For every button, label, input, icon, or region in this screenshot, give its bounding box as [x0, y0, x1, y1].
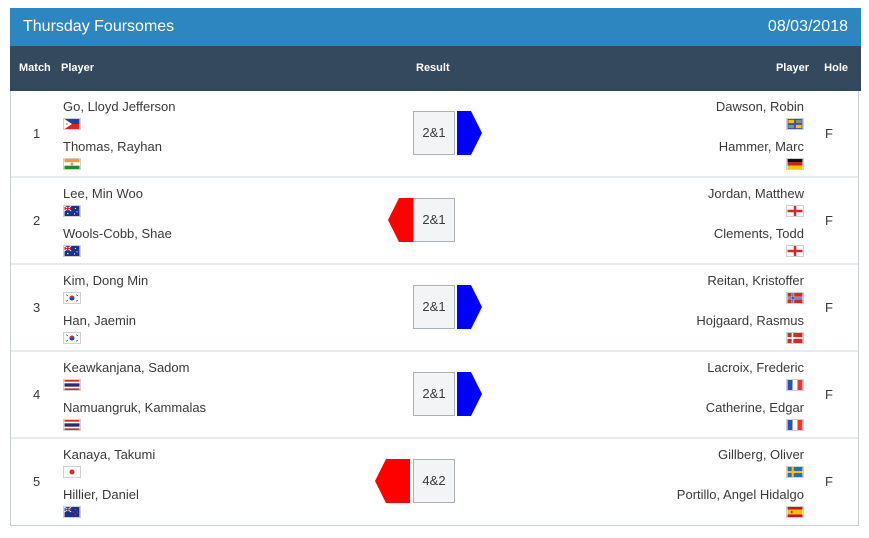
right-player-2-name[interactable]: Catherine, Edgar — [705, 400, 804, 415]
left-player-2-name[interactable]: Wools-Cobb, Shae — [63, 226, 172, 241]
match-result: 2&1 — [413, 372, 455, 416]
india-flag-icon — [63, 158, 81, 170]
hole-status: F — [825, 126, 833, 141]
right-win-arrow-icon — [457, 372, 482, 416]
new-zealand-flag-icon — [63, 506, 81, 518]
right-player-1-name[interactable]: Gillberg, Oliver — [718, 447, 804, 462]
thailand-flag-icon — [63, 419, 81, 431]
france-flag-icon — [786, 419, 804, 431]
norway-flag-icon — [786, 292, 804, 304]
match-row-2[interactable]: 2 Lee, Min Woo Wools-Cobb, Shae 2&1 Jord… — [11, 178, 858, 265]
right-player-2-name[interactable]: Hammer, Marc — [718, 139, 804, 154]
hole-status: F — [825, 387, 833, 402]
hole-status: F — [825, 474, 833, 489]
australia-flag-icon — [63, 205, 81, 217]
england-flag-icon — [786, 205, 804, 217]
philippines-flag-icon — [63, 118, 81, 130]
south-korea-flag-icon — [63, 332, 81, 344]
column-header-result: Result — [416, 62, 450, 74]
japan-flag-icon — [63, 466, 81, 478]
left-player-1-name[interactable]: Go, Lloyd Jefferson — [63, 99, 176, 114]
session-date: 08/03/2018 — [767, 18, 848, 35]
right-player-1-name[interactable]: Jordan, Matthew — [707, 186, 804, 201]
right-player-2-name[interactable]: Hojgaard, Rasmus — [696, 313, 804, 328]
left-win-arrow-icon — [388, 198, 413, 242]
left-player-1-name[interactable]: Kanaya, Takumi — [63, 447, 156, 462]
left-player-1-name[interactable]: Keawkanjana, Sadom — [63, 360, 190, 375]
match-row-1[interactable]: 1 Go, Lloyd Jefferson Thomas, Rayhan 2&1… — [11, 91, 858, 178]
right-player-2-name[interactable]: Clements, Todd — [713, 226, 804, 241]
match-result: 2&1 — [413, 198, 455, 242]
left-player-1-name[interactable]: Kim, Dong Min — [63, 273, 149, 288]
france-flag-icon — [786, 379, 804, 391]
germany-flag-icon — [786, 158, 804, 170]
left-player-2-name[interactable]: Han, Jaemin — [63, 313, 136, 328]
right-win-arrow-icon — [457, 111, 482, 155]
europe-flag-icon — [786, 118, 804, 130]
match-results-board: Thursday Foursomes 08/03/2018 Match Play… — [10, 8, 861, 526]
match-number: 4 — [33, 387, 41, 402]
match-result: 2&1 — [413, 111, 455, 155]
south-korea-flag-icon — [63, 292, 81, 304]
left-player-2-name[interactable]: Hillier, Daniel — [63, 487, 139, 502]
hole-status: F — [825, 213, 833, 228]
right-win-arrow-icon — [457, 285, 482, 329]
thailand-flag-icon — [63, 379, 81, 391]
column-header-player-left: Player — [61, 62, 95, 74]
column-header-player-right: Player — [775, 62, 809, 74]
match-number: 5 — [33, 474, 41, 489]
spain-flag-icon — [786, 506, 804, 518]
match-row-4[interactable]: 4 Keawkanjana, Sadom Namuangruk, Kammala… — [11, 352, 858, 439]
left-player-1-name[interactable]: Lee, Min Woo — [63, 186, 143, 201]
left-player-2-name[interactable]: Thomas, Rayhan — [63, 139, 162, 154]
column-header-match: Match — [19, 62, 51, 74]
left-win-arrow-icon — [375, 459, 410, 503]
right-player-2-name[interactable]: Portillo, Angel Hidalgo — [676, 487, 804, 502]
match-row-3[interactable]: 3 Kim, Dong Min Han, Jaemin 2&1 Reitan, … — [11, 265, 858, 352]
match-number: 2 — [33, 213, 41, 228]
column-header-row: Match Player Result Player Hole — [10, 46, 861, 91]
left-player-2-name[interactable]: Namuangruk, Kammalas — [63, 400, 207, 415]
match-row-5[interactable]: 5 Kanaya, Takumi Hillier, Daniel 4&2 Gil… — [11, 439, 858, 526]
hole-status: F — [825, 300, 833, 315]
session-title: Thursday Foursomes — [23, 18, 175, 35]
match-number: 1 — [33, 126, 41, 141]
denmark-flag-icon — [786, 332, 804, 344]
column-header-hole: Hole — [824, 62, 848, 74]
right-player-1-name[interactable]: Reitan, Kristoffer — [707, 273, 804, 288]
title-bar: Thursday Foursomes 08/03/2018 — [10, 8, 861, 46]
sweden-flag-icon — [786, 466, 804, 478]
australia-flag-icon — [63, 245, 81, 257]
match-number: 3 — [33, 300, 41, 315]
england-flag-icon — [786, 245, 804, 257]
match-result: 4&2 — [413, 459, 455, 503]
right-player-1-name[interactable]: Lacroix, Frederic — [707, 360, 804, 375]
right-player-1-name[interactable]: Dawson, Robin — [715, 99, 804, 114]
match-result: 2&1 — [413, 285, 455, 329]
